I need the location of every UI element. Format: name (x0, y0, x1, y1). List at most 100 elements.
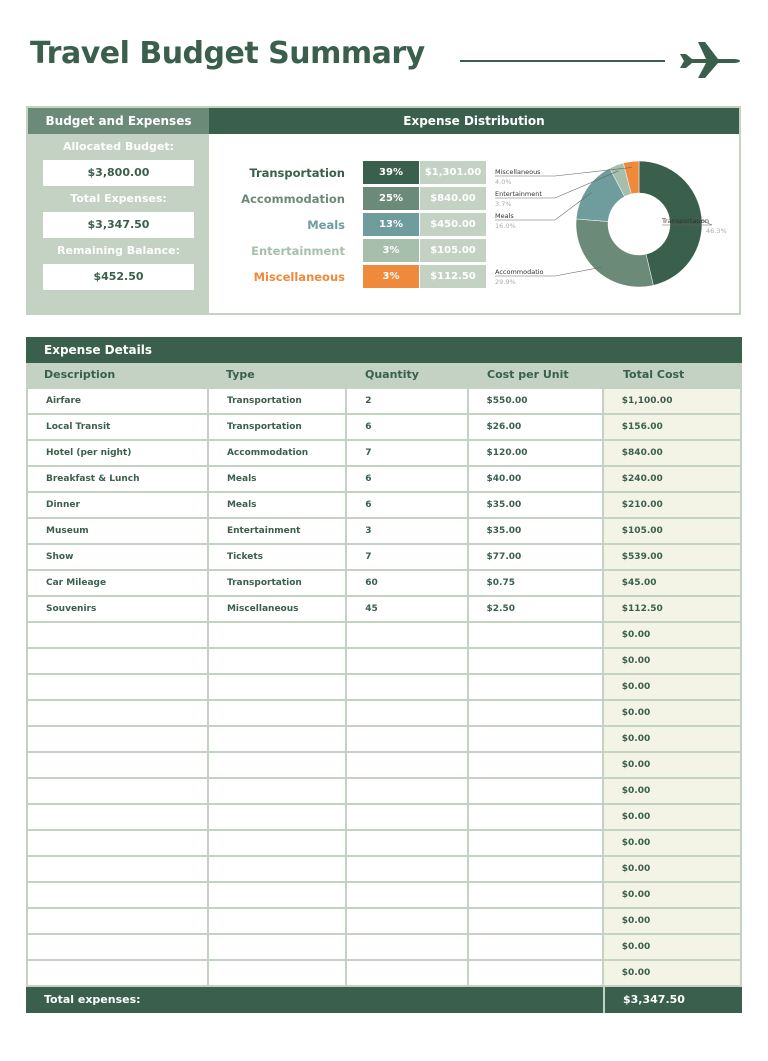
table-cell[interactable]: $0.75 (469, 571, 604, 595)
table-cell[interactable] (347, 857, 469, 881)
table-cell[interactable]: Airfare (28, 389, 209, 413)
table-cell[interactable]: 60 (347, 571, 469, 595)
table-cell[interactable] (209, 649, 348, 673)
table-cell[interactable] (469, 675, 604, 699)
table-cell[interactable] (347, 883, 469, 907)
table-cell[interactable] (347, 779, 469, 803)
table-cell[interactable]: $0.00 (603, 753, 741, 777)
table-cell[interactable]: $0.00 (603, 675, 741, 699)
table-cell[interactable]: $35.00 (469, 493, 604, 517)
table-cell[interactable] (347, 701, 469, 725)
table-cell[interactable] (469, 805, 604, 829)
table-cell[interactable]: $120.00 (469, 441, 604, 465)
table-cell[interactable]: $0.00 (603, 831, 741, 855)
table-cell[interactable]: $0.00 (603, 779, 741, 803)
table-cell[interactable]: $840.00 (603, 441, 741, 465)
table-cell[interactable]: Car Mileage (28, 571, 209, 595)
table-cell[interactable]: $77.00 (469, 545, 604, 569)
table-cell[interactable] (28, 831, 209, 855)
table-cell[interactable] (28, 649, 209, 673)
table-cell[interactable]: $156.00 (603, 415, 741, 439)
table-cell[interactable] (209, 805, 348, 829)
table-cell[interactable] (347, 805, 469, 829)
table-cell[interactable] (469, 649, 604, 673)
table-cell[interactable] (469, 935, 604, 959)
table-cell[interactable] (469, 727, 604, 751)
table-cell[interactable]: Miscellaneous (209, 597, 348, 621)
table-cell[interactable]: $0.00 (603, 883, 741, 907)
table-cell[interactable]: $40.00 (469, 467, 604, 491)
table-cell[interactable] (469, 883, 604, 907)
table-cell[interactable]: Dinner (28, 493, 209, 517)
table-cell[interactable] (347, 831, 469, 855)
table-cell[interactable]: Hotel (per night) (28, 441, 209, 465)
table-cell[interactable] (469, 831, 604, 855)
table-cell[interactable] (469, 623, 604, 647)
table-cell[interactable]: 6 (347, 493, 469, 517)
table-cell[interactable]: $35.00 (469, 519, 604, 543)
table-cell[interactable]: Transportation (209, 389, 348, 413)
table-cell[interactable]: Meals (209, 493, 348, 517)
table-cell[interactable]: Museum (28, 519, 209, 543)
table-cell[interactable] (209, 701, 348, 725)
table-cell[interactable] (347, 623, 469, 647)
table-cell[interactable] (209, 883, 348, 907)
table-cell[interactable]: Meals (209, 467, 348, 491)
table-cell[interactable] (209, 909, 348, 933)
table-cell[interactable] (347, 727, 469, 751)
table-cell[interactable] (28, 961, 209, 985)
table-cell[interactable]: $0.00 (603, 935, 741, 959)
table-cell[interactable] (28, 727, 209, 751)
table-cell[interactable] (209, 831, 348, 855)
table-cell[interactable] (209, 779, 348, 803)
table-cell[interactable]: 3 (347, 519, 469, 543)
table-cell[interactable]: $112.50 (603, 597, 741, 621)
table-cell[interactable]: 6 (347, 467, 469, 491)
table-cell[interactable] (28, 857, 209, 881)
table-cell[interactable]: $0.00 (603, 623, 741, 647)
table-cell[interactable] (347, 909, 469, 933)
table-cell[interactable]: Breakfast & Lunch (28, 467, 209, 491)
table-cell[interactable]: $0.00 (603, 805, 741, 829)
table-cell[interactable]: 6 (347, 415, 469, 439)
table-cell[interactable] (209, 935, 348, 959)
table-cell[interactable]: Accommodation (209, 441, 348, 465)
table-cell[interactable]: $0.00 (603, 649, 741, 673)
table-cell[interactable] (209, 727, 348, 751)
table-cell[interactable]: $45.00 (603, 571, 741, 595)
table-cell[interactable] (209, 675, 348, 699)
table-cell[interactable]: $240.00 (603, 467, 741, 491)
table-cell[interactable]: $539.00 (603, 545, 741, 569)
table-cell[interactable]: Souvenirs (28, 597, 209, 621)
table-cell[interactable] (28, 753, 209, 777)
table-cell[interactable] (347, 753, 469, 777)
table-cell[interactable]: $0.00 (603, 961, 741, 985)
table-cell[interactable]: $0.00 (603, 727, 741, 751)
table-cell[interactable]: Entertainment (209, 519, 348, 543)
table-cell[interactable]: $0.00 (603, 857, 741, 881)
table-cell[interactable]: $105.00 (603, 519, 741, 543)
table-cell[interactable] (347, 935, 469, 959)
table-cell[interactable]: $0.00 (603, 701, 741, 725)
table-cell[interactable] (347, 961, 469, 985)
table-cell[interactable] (28, 805, 209, 829)
table-cell[interactable] (28, 701, 209, 725)
table-cell[interactable] (469, 909, 604, 933)
table-cell[interactable]: $26.00 (469, 415, 604, 439)
table-cell[interactable]: 7 (347, 545, 469, 569)
table-cell[interactable]: Tickets (209, 545, 348, 569)
table-cell[interactable] (469, 779, 604, 803)
table-cell[interactable]: Transportation (209, 415, 348, 439)
table-cell[interactable] (469, 857, 604, 881)
table-cell[interactable] (28, 623, 209, 647)
table-cell[interactable]: 2 (347, 389, 469, 413)
table-cell[interactable] (347, 675, 469, 699)
table-cell[interactable] (28, 779, 209, 803)
table-cell[interactable]: $550.00 (469, 389, 604, 413)
table-cell[interactable] (28, 883, 209, 907)
table-cell[interactable] (28, 675, 209, 699)
table-cell[interactable]: 7 (347, 441, 469, 465)
table-cell[interactable] (209, 961, 348, 985)
table-cell[interactable] (469, 961, 604, 985)
table-cell[interactable]: $210.00 (603, 493, 741, 517)
